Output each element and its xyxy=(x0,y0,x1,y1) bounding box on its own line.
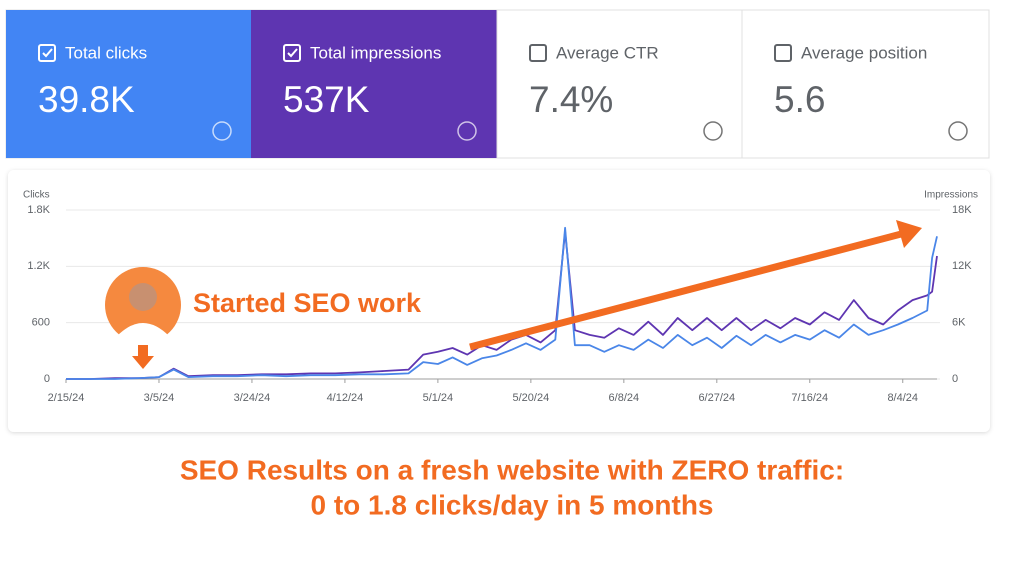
metric-label: Average CTR xyxy=(556,43,659,62)
down-arrow xyxy=(138,345,148,357)
series-line xyxy=(66,226,938,380)
y2-tick-label: 6K xyxy=(952,317,966,329)
annotation: Started SEO work xyxy=(193,288,422,318)
avatar-face xyxy=(129,283,157,311)
metric-value: 39.8K xyxy=(38,79,135,120)
metric-card[interactable] xyxy=(496,9,743,159)
x-tick-label: 4/12/24 xyxy=(327,392,364,404)
help-icon xyxy=(212,121,232,141)
down-arrow-head xyxy=(132,356,154,369)
chart-panel xyxy=(8,170,990,432)
arrow-head xyxy=(896,220,922,248)
x-tick-label: 3/5/24 xyxy=(144,392,175,404)
y-tick-label: 1.2K xyxy=(27,260,50,272)
x-tick-label: 6/27/24 xyxy=(698,392,735,404)
checkmark xyxy=(287,48,298,58)
checkbox xyxy=(529,44,547,62)
trend-arrow xyxy=(469,229,906,351)
avatar-body xyxy=(117,323,169,347)
help-icon xyxy=(948,121,968,141)
y-tick-label: 600 xyxy=(32,317,50,329)
y2-tick-label: 12K xyxy=(952,260,972,272)
checkbox xyxy=(283,44,301,62)
metric-label: Average position xyxy=(801,43,927,62)
caption-line: 0 to 1.8 clicks/day in 5 months xyxy=(310,489,713,520)
caption-line: SEO Results on a fresh website with ZERO… xyxy=(180,454,844,485)
metric-card[interactable] xyxy=(6,10,251,158)
y2-tick-label: 18K xyxy=(952,204,972,216)
y-tick-label: 0 xyxy=(44,373,50,385)
x-tick-label: 2/15/24 xyxy=(48,392,85,404)
checkmark xyxy=(42,48,53,58)
metric-value: 537K xyxy=(283,79,370,120)
metric-card[interactable] xyxy=(741,9,990,159)
y2-tick-label: 0 xyxy=(952,373,958,385)
x-tick-label: 5/20/24 xyxy=(513,392,550,404)
checkbox xyxy=(774,44,792,62)
y-axis-title: Clicks xyxy=(23,190,50,201)
metric-value: 5.6 xyxy=(774,79,825,120)
metric-label: Total impressions xyxy=(310,43,441,62)
x-tick-label: 3/24/24 xyxy=(234,392,271,404)
x-tick-label: 5/1/24 xyxy=(423,392,454,404)
checkbox xyxy=(38,44,56,62)
y2-axis-title: Impressions xyxy=(924,190,978,201)
y-tick-label: 1.8K xyxy=(27,204,50,216)
help-icon xyxy=(457,121,477,141)
metric-card[interactable] xyxy=(251,10,497,158)
x-tick-label: 7/16/24 xyxy=(791,392,828,404)
x-tick-label: 8/4/24 xyxy=(887,392,918,404)
help-icon xyxy=(703,121,723,141)
metric-value: 7.4% xyxy=(529,79,613,120)
x-tick-label: 6/8/24 xyxy=(609,392,640,404)
metric-label: Total clicks xyxy=(65,43,147,62)
